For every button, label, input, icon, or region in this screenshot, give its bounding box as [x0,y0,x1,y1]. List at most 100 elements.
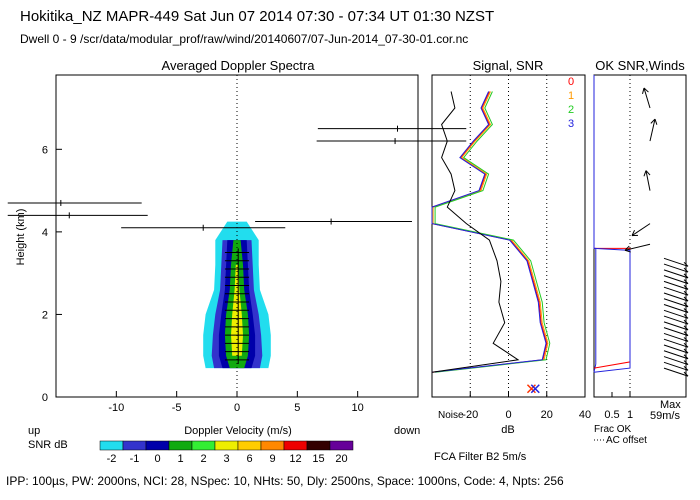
y-tick-label: 6 [42,144,48,156]
wind-barb [663,344,689,354]
x-tick-label: 0 [234,402,240,414]
wind-barb-head [683,365,689,371]
wind-barb [663,309,689,319]
wind-barb-head [683,267,689,273]
colorbar-label: SNR dB [28,439,68,451]
x-tick-label: -10 [108,402,124,414]
x-tick-label: 10 [352,402,364,414]
x-axis-label: Doppler Velocity (m/s) [184,425,292,437]
wind-barb-head [683,331,689,336]
wind-barb-head [683,325,689,331]
snr-x-tick-label: 20 [541,409,553,421]
wind-barb [663,327,689,337]
winds-x-tick-label: 1 [627,409,633,421]
colorbar-swatch [283,440,308,451]
wind-barb [663,361,689,371]
wind-barb-head [683,261,689,267]
wind-arrow-head [642,87,649,94]
max-label: Max [660,399,681,411]
snr-title: Signal, SNR [473,58,544,73]
colorbar-swatch [214,440,239,451]
colorbar-tick-label: 12 [289,453,301,465]
colorbar-swatch [122,440,147,451]
frac-ok-blue-full [593,247,631,373]
radar-parameters: IPP: 100µs, PW: 2000ns, NCI: 28, NSpec: … [6,474,564,488]
wind-barb [663,315,689,325]
wind-barb [663,280,689,290]
wind-barb [663,367,689,377]
winds-x-tick-label: 0.5 [604,409,619,421]
spectra-panel: -10 -5 0 5 10 0 2 4 6 [7,74,467,414]
wind-barb [663,338,689,348]
wind-barb-head [683,348,689,354]
legend-label-0: 0 [568,76,574,88]
frac-ok-red [593,247,631,369]
wind-barb-head [683,371,689,377]
colorbar-swatch [191,440,216,451]
fca-filter-label: FCA Filter B2 5m/s [434,451,527,463]
colorbar-tick-label: 3 [223,453,229,465]
series-0 [431,91,548,373]
wind-barb [663,269,689,279]
max-value: 59m/s [650,410,680,422]
colorbar-tick-label: 6 [246,453,252,465]
snr-x-label: dB [501,424,514,436]
wind-barb-head [683,308,689,313]
colorbar: -2 -1 0 1 2 3 6 9 12 15 20 [99,440,354,465]
ac-offset-label: AC offset [606,435,647,446]
wind-barb-head [683,290,689,296]
snr-panel: 0 1 2 3 -20 0 20 40 [431,74,591,421]
y-tick-label: 2 [42,309,48,321]
series-3 [431,91,547,373]
colorbar-tick-label: -1 [130,453,140,465]
noise-marker [530,384,540,394]
wind-barb [663,263,689,273]
wind-barb-head [683,360,689,365]
colorbar-swatch [329,440,354,451]
direction-down: down [394,425,420,437]
wind-arrow [645,170,651,191]
colorbar-swatch [237,440,262,451]
y-tick-label: 0 [42,392,48,404]
direction-up: up [28,425,40,437]
wind-arrow [631,223,651,237]
colorbar-tick-label: 15 [312,453,324,465]
colorbar-swatch [168,440,193,451]
wind-arrow-head [631,229,639,237]
legend-label-1: 1 [568,90,574,102]
colorbar-tick-label: -2 [107,453,117,465]
series-signal [431,91,520,373]
series-1 [432,91,549,373]
wind-barb-head [683,279,689,284]
colorbar-tick-label: 2 [200,453,206,465]
wind-arrow [643,87,651,109]
wind-barb-head [683,296,689,302]
wind-barb [663,292,689,302]
wind-barb-head [683,337,689,342]
wind-barb-head [683,319,689,325]
wind-barb [663,321,689,331]
noise-marker [526,384,536,394]
wind-barb-head [683,354,689,360]
legend-label-2: 2 [568,104,574,116]
colorbar-swatch [306,440,331,451]
colorbar-tick-label: 0 [154,453,160,465]
colorbar-tick-label: 9 [269,453,275,465]
legend-label-3: 3 [568,118,574,130]
wind-arrow [649,118,656,142]
noise-label: Noise [438,410,464,421]
wind-barb [663,298,689,308]
wind-barb-head [683,302,689,308]
y-axis-label: Height (km) [15,209,27,266]
wind-barb [663,332,689,342]
y-tick-label: 4 [42,227,48,239]
x-tick-label: 5 [294,402,300,414]
wind-barb [663,257,689,267]
x-tick-label: -5 [172,402,182,414]
snr-x-tick-label: 40 [579,409,591,421]
winds-panel: 0.5 1 [593,74,689,421]
wind-barb [663,304,689,314]
wind-barb-head [683,273,689,279]
wind-barb [663,286,689,296]
